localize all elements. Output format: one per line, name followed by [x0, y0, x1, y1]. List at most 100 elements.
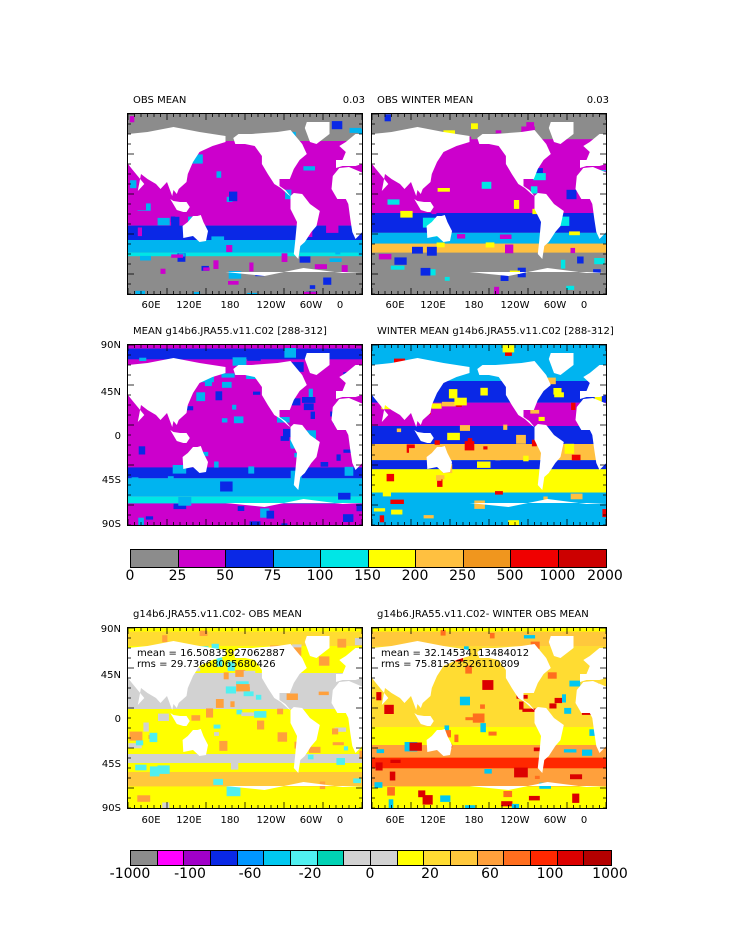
land-mask — [170, 430, 190, 443]
field-patch — [573, 160, 583, 165]
field-patch — [130, 180, 137, 189]
map-obs-winter-mean — [371, 113, 607, 295]
field-patch — [593, 269, 601, 273]
field-patch — [244, 185, 256, 192]
field-patch — [252, 199, 266, 209]
field-patch — [129, 116, 135, 123]
field-patch — [523, 635, 536, 639]
land-mask — [304, 353, 330, 375]
field-patch — [463, 201, 475, 210]
field-patch — [459, 425, 470, 431]
field-patch — [577, 256, 584, 264]
field-patch — [332, 742, 344, 746]
field-patch — [594, 258, 605, 265]
ylabel-45n: 45N — [100, 670, 121, 681]
field-patch — [236, 684, 250, 692]
xlabel-60e: 60E — [385, 815, 405, 826]
field-patch — [249, 683, 261, 687]
field-patch — [323, 277, 332, 285]
field-patch — [358, 249, 362, 256]
field-patch — [390, 499, 404, 504]
field-patch — [538, 416, 545, 421]
panel-title-diff-winter-mean: g14b6.JRA55.v11.C02- WINTER OBS MEAN — [377, 609, 589, 620]
colorbar-label: -100 — [174, 866, 206, 882]
field-patch — [382, 491, 391, 497]
field-patch — [318, 656, 330, 666]
field-patch — [572, 793, 580, 803]
land-mask — [548, 636, 574, 658]
field-patch — [431, 208, 437, 215]
field-patch — [129, 731, 143, 741]
field-patch — [249, 262, 254, 272]
field-patch — [221, 373, 235, 378]
field-patch — [308, 746, 321, 753]
field-patch — [495, 491, 503, 495]
field-patch — [534, 775, 540, 779]
field-patch — [514, 767, 528, 778]
field-patch — [508, 520, 520, 525]
land-mask — [580, 134, 606, 168]
land-mask — [477, 644, 551, 710]
field-patch — [326, 224, 339, 233]
field-patch — [170, 216, 176, 223]
colorbar-label: 500 — [496, 568, 524, 584]
land-mask — [290, 193, 320, 259]
colorbar-label: 1000 — [539, 568, 576, 584]
field-patch — [178, 496, 192, 506]
field-patch — [266, 510, 275, 519]
xlabel-0: 0 — [580, 300, 588, 311]
colorbar-box — [450, 851, 478, 865]
field-patch — [564, 707, 572, 714]
field-patch — [128, 743, 142, 749]
field-patch — [220, 481, 233, 492]
field-patch — [489, 633, 495, 639]
land-mask — [575, 167, 606, 239]
field-patch — [237, 506, 245, 511]
field-patch — [353, 778, 361, 784]
field-patch — [570, 493, 583, 500]
field-patch — [273, 482, 286, 489]
field-patch — [447, 432, 460, 441]
land-mask — [580, 365, 606, 399]
ylabel-0: 0 — [114, 431, 121, 442]
field-patch — [553, 388, 562, 395]
field-patch — [480, 723, 486, 733]
field-patch — [193, 292, 201, 294]
field-patch — [291, 362, 304, 372]
field-patch — [394, 257, 407, 265]
xlabel-60w: 60W — [299, 300, 323, 311]
field-patch — [196, 392, 206, 402]
field-patch — [255, 694, 262, 700]
land-mask — [290, 424, 320, 490]
field-patch — [310, 411, 315, 419]
field-patch — [226, 245, 233, 253]
panel-title-obs-mean: OBS MEAN — [133, 95, 187, 106]
colorbar-label: -20 — [298, 866, 322, 882]
colorbar-box — [317, 851, 345, 865]
colorbar-label: 200 — [401, 568, 429, 584]
field-patch — [135, 740, 144, 746]
field-patch — [149, 766, 160, 777]
field-band — [372, 492, 606, 504]
field-patch — [309, 285, 316, 289]
field-patch — [331, 121, 343, 130]
colorbar-box — [558, 550, 606, 567]
colorbar-label: 250 — [449, 568, 476, 584]
panel-title-diff-mean: g14b6.JRA55.v11.C02- OBS MEAN — [133, 609, 302, 620]
field-patch — [140, 255, 151, 261]
field-patch — [466, 192, 477, 200]
field-patch — [143, 722, 149, 732]
field-patch — [430, 269, 436, 276]
field-patch — [228, 281, 239, 285]
land-mask — [225, 268, 362, 276]
field-patch — [343, 514, 354, 522]
land-mask — [477, 130, 551, 196]
stats-diff-mean: mean = 16.50835927062887 rms = 29.736680… — [137, 648, 285, 670]
field-patch — [376, 692, 382, 701]
colorbar-box — [131, 550, 179, 567]
field-patch — [286, 693, 298, 700]
xlabel-0: 0 — [580, 815, 588, 826]
xlabel-60w: 60W — [543, 815, 567, 826]
land-mask — [548, 122, 574, 144]
field-patch — [373, 508, 386, 512]
